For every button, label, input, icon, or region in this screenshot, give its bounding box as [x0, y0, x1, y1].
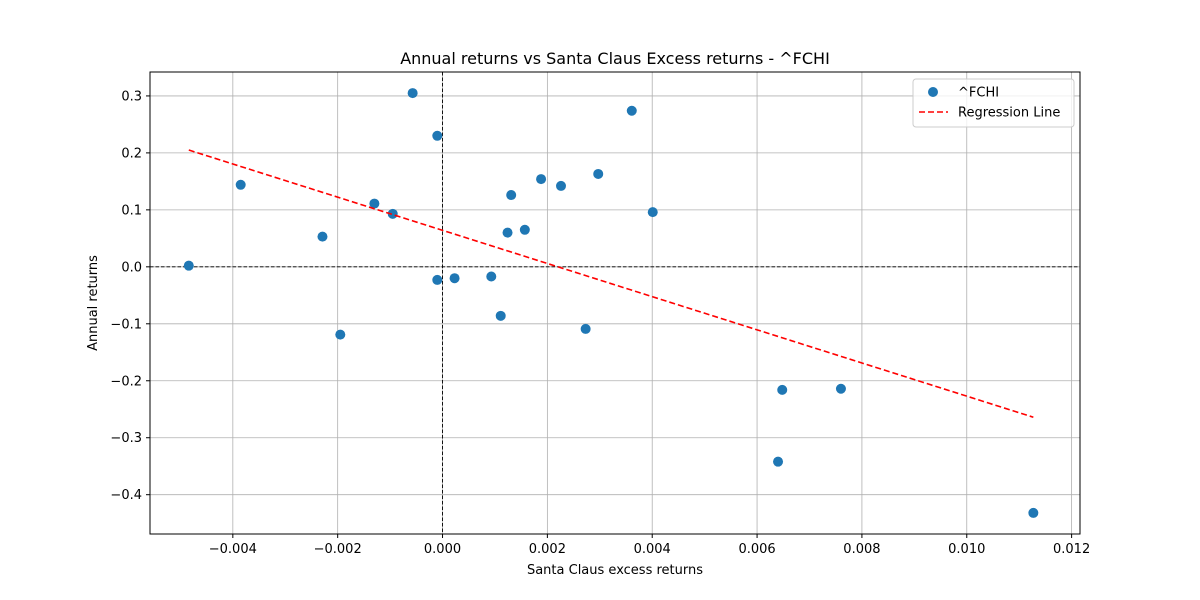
chart-title: Annual returns vs Santa Claus Excess ret… — [400, 49, 830, 68]
data-point-16 — [556, 180, 567, 191]
data-point-4 — [369, 198, 380, 209]
y-tick-label: 0.0 — [121, 260, 142, 275]
data-point-24 — [1028, 507, 1039, 518]
x-tick-label: 0.006 — [738, 542, 775, 557]
y-tick-label: −0.3 — [110, 431, 142, 446]
x-tick-label: 0.004 — [634, 542, 671, 557]
y-tick-label: −0.2 — [110, 374, 142, 389]
data-point-21 — [773, 456, 784, 467]
x-axis-label: Santa Claus excess returns — [527, 563, 703, 578]
data-point-0 — [183, 260, 194, 271]
plot-series — [183, 88, 1039, 518]
data-point-7 — [432, 130, 443, 141]
y-tick-label: 0.2 — [121, 146, 142, 161]
data-point-22 — [777, 384, 788, 395]
data-point-20 — [647, 207, 658, 218]
data-point-5 — [387, 208, 398, 219]
data-point-8 — [432, 274, 443, 285]
x-tick-label: 0.010 — [948, 542, 985, 557]
x-tick-label: 0.000 — [424, 542, 461, 557]
regression-line — [188, 149, 1034, 418]
data-point-3 — [335, 329, 346, 340]
data-point-11 — [495, 310, 506, 321]
data-point-12 — [502, 227, 513, 238]
y-axis-ticks: 0.3 0.2 0.1 0.0 −0.1 −0.2 −0.3 −0.4 — [110, 89, 150, 503]
data-point-10 — [486, 271, 497, 282]
y-axis-label: Annual returns — [86, 255, 101, 351]
y-tick-label: −0.1 — [110, 317, 142, 332]
y-tick-label: 0.3 — [121, 89, 142, 104]
data-point-19 — [626, 105, 637, 116]
data-point-9 — [449, 273, 460, 284]
y-tick-label: −0.4 — [110, 488, 142, 503]
plot-frame — [149, 71, 1081, 535]
x-axis-ticks: −0.004 −0.002 0.000 0.002 0.004 0.006 0.008 0.0… — [209, 534, 1090, 557]
x-tick-label: 0.008 — [843, 542, 880, 557]
x-tick-label: 0.002 — [529, 542, 566, 557]
data-point-2 — [317, 231, 328, 242]
legend-label-fchi: ^FCHI — [958, 86, 999, 101]
data-point-17 — [580, 323, 591, 334]
data-point-23 — [835, 383, 846, 394]
legend-box — [912, 78, 1075, 128]
legend: ^FCHI Regression Line — [912, 78, 1075, 128]
x-tick-label: −0.002 — [314, 542, 362, 557]
legend-marker-fchi — [928, 87, 938, 97]
data-point-14 — [519, 224, 530, 235]
data-point-13 — [506, 190, 517, 201]
legend-label-regression: Regression Line — [958, 106, 1060, 121]
x-tick-label: −0.004 — [209, 542, 257, 557]
data-point-18 — [593, 168, 604, 179]
data-point-1 — [235, 179, 246, 190]
data-point-15 — [536, 174, 547, 185]
data-point-6 — [407, 88, 418, 99]
y-tick-label: 0.1 — [121, 203, 142, 218]
x-tick-label: 0.012 — [1053, 542, 1090, 557]
reference-lines — [150, 72, 1080, 534]
